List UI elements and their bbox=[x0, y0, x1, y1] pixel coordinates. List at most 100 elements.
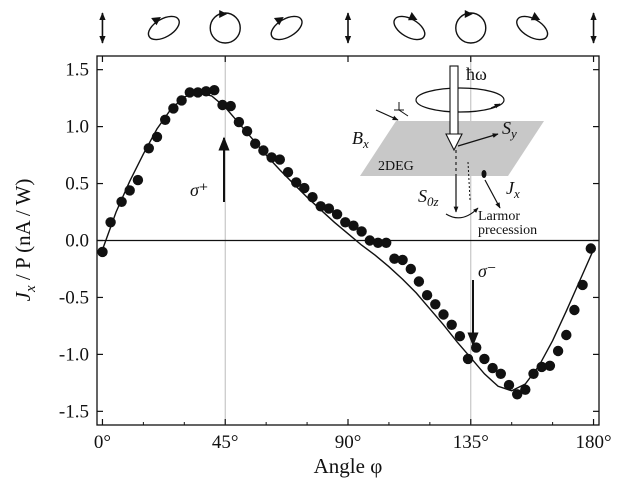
elliptical-polarization-icon bbox=[393, 12, 426, 41]
jx-dot bbox=[481, 170, 487, 178]
data-point bbox=[116, 196, 127, 207]
data-point bbox=[520, 384, 531, 395]
data-point bbox=[536, 361, 547, 373]
elliptical-polarization-icon bbox=[516, 12, 549, 41]
circular-polarization-icon bbox=[209, 10, 241, 44]
data-point bbox=[495, 368, 506, 379]
data-point bbox=[274, 154, 285, 165]
data-point bbox=[569, 304, 580, 316]
data-point bbox=[561, 329, 572, 341]
data-point bbox=[160, 114, 171, 126]
light-beam bbox=[449, 65, 459, 139]
sigma-plus-label: σ⁺ bbox=[190, 180, 208, 200]
data-point bbox=[323, 203, 335, 214]
data-points bbox=[97, 85, 596, 400]
sy-arrow bbox=[457, 133, 499, 147]
data-point bbox=[124, 185, 135, 196]
data-point bbox=[266, 152, 277, 163]
y-tick-label: 1.0 bbox=[65, 117, 89, 138]
hbar-omega-label: ħω bbox=[466, 64, 487, 84]
y-axis-title-j: J bbox=[11, 290, 35, 301]
data-point bbox=[454, 331, 466, 342]
elliptical-polarization-icon bbox=[270, 15, 303, 41]
jx-label: Jx bbox=[506, 178, 520, 201]
bx-label: Bx bbox=[352, 128, 369, 151]
svg-text:Jx / P (nA / W): Jx / P (nA / W) bbox=[11, 179, 39, 302]
data-point bbox=[233, 116, 245, 128]
rotation-arrow-icon bbox=[490, 103, 501, 109]
data-point bbox=[105, 217, 116, 228]
y-tick-label: -0.5 bbox=[59, 287, 89, 308]
data-point bbox=[340, 217, 351, 228]
y-tick-label: 0.0 bbox=[65, 231, 89, 252]
data-point bbox=[225, 100, 236, 112]
data-point bbox=[315, 201, 326, 212]
y-axis-title: Jx / P (nA / W) bbox=[11, 179, 39, 302]
torque-mark-icon bbox=[394, 102, 409, 117]
data-point bbox=[479, 353, 490, 365]
data-point bbox=[438, 309, 449, 320]
larmor-label: Larmor bbox=[478, 209, 520, 224]
data-point bbox=[356, 226, 367, 237]
x-tick-label: 135° bbox=[453, 432, 489, 453]
light-beam-arrowhead-icon bbox=[445, 133, 463, 152]
x-axis-ticks: 0° 45° 90° 135° 180° bbox=[94, 56, 612, 453]
data-point bbox=[299, 182, 310, 194]
data-point bbox=[389, 253, 400, 264]
data-point bbox=[421, 290, 433, 301]
x-tick-label: 0° bbox=[94, 432, 111, 453]
x-tick-label: 45° bbox=[212, 432, 239, 453]
twodeg-label: 2DEG bbox=[378, 159, 414, 174]
data-point bbox=[97, 246, 108, 258]
data-point bbox=[291, 177, 302, 188]
rotation-ellipse bbox=[415, 87, 505, 113]
circular-polarization-icon bbox=[455, 10, 487, 44]
data-point bbox=[331, 209, 343, 220]
y-tick-label: 0.5 bbox=[65, 174, 89, 195]
sigma-minus-label: σ⁻ bbox=[478, 261, 496, 281]
x-tick-label: 180° bbox=[575, 432, 611, 453]
data-point bbox=[282, 167, 294, 178]
data-point bbox=[364, 235, 375, 246]
data-point bbox=[446, 319, 457, 330]
data-point bbox=[217, 99, 228, 111]
data-point bbox=[544, 360, 556, 371]
data-point bbox=[503, 379, 515, 391]
data-point bbox=[430, 299, 441, 310]
data-point bbox=[512, 389, 523, 400]
precession-label: precession bbox=[478, 223, 537, 238]
precession-arc bbox=[445, 207, 479, 219]
jx-arrow bbox=[484, 179, 501, 209]
data-point bbox=[462, 353, 474, 365]
polarization-icon-strip bbox=[99, 10, 597, 44]
data-point bbox=[397, 254, 408, 266]
y-axis-title-rest: / P (nA / W) bbox=[11, 179, 35, 286]
data-point bbox=[487, 362, 498, 374]
x-tick-label: 90° bbox=[335, 432, 362, 453]
data-point bbox=[151, 131, 163, 143]
data-point bbox=[184, 87, 195, 98]
data-point bbox=[405, 263, 416, 275]
data-point bbox=[258, 145, 269, 156]
data-point bbox=[176, 95, 187, 106]
data-point bbox=[372, 237, 384, 248]
s0z-label: S0z bbox=[418, 186, 439, 209]
data-point bbox=[168, 103, 179, 114]
y-axis-title-sub: x bbox=[23, 285, 39, 293]
data-point bbox=[241, 126, 253, 137]
y-tick-label: 1.5 bbox=[65, 60, 89, 81]
data-point bbox=[200, 86, 212, 97]
y-axis-ticks: 1.5 1.0 0.5 0.0 -0.5 -1.0 -1.5 bbox=[59, 60, 599, 422]
data-point bbox=[528, 368, 539, 379]
bx-arrow bbox=[375, 109, 399, 121]
data-point bbox=[552, 345, 564, 357]
data-point bbox=[413, 276, 425, 287]
elliptical-polarization-icon bbox=[147, 15, 180, 41]
inset-schematic: ħω Bx Sy S0z Jx 2DEG Larmor precession bbox=[352, 64, 544, 238]
data-point bbox=[209, 85, 220, 96]
data-point bbox=[577, 279, 588, 291]
data-point bbox=[307, 192, 318, 203]
data-point bbox=[348, 220, 359, 231]
data-point bbox=[585, 243, 596, 254]
